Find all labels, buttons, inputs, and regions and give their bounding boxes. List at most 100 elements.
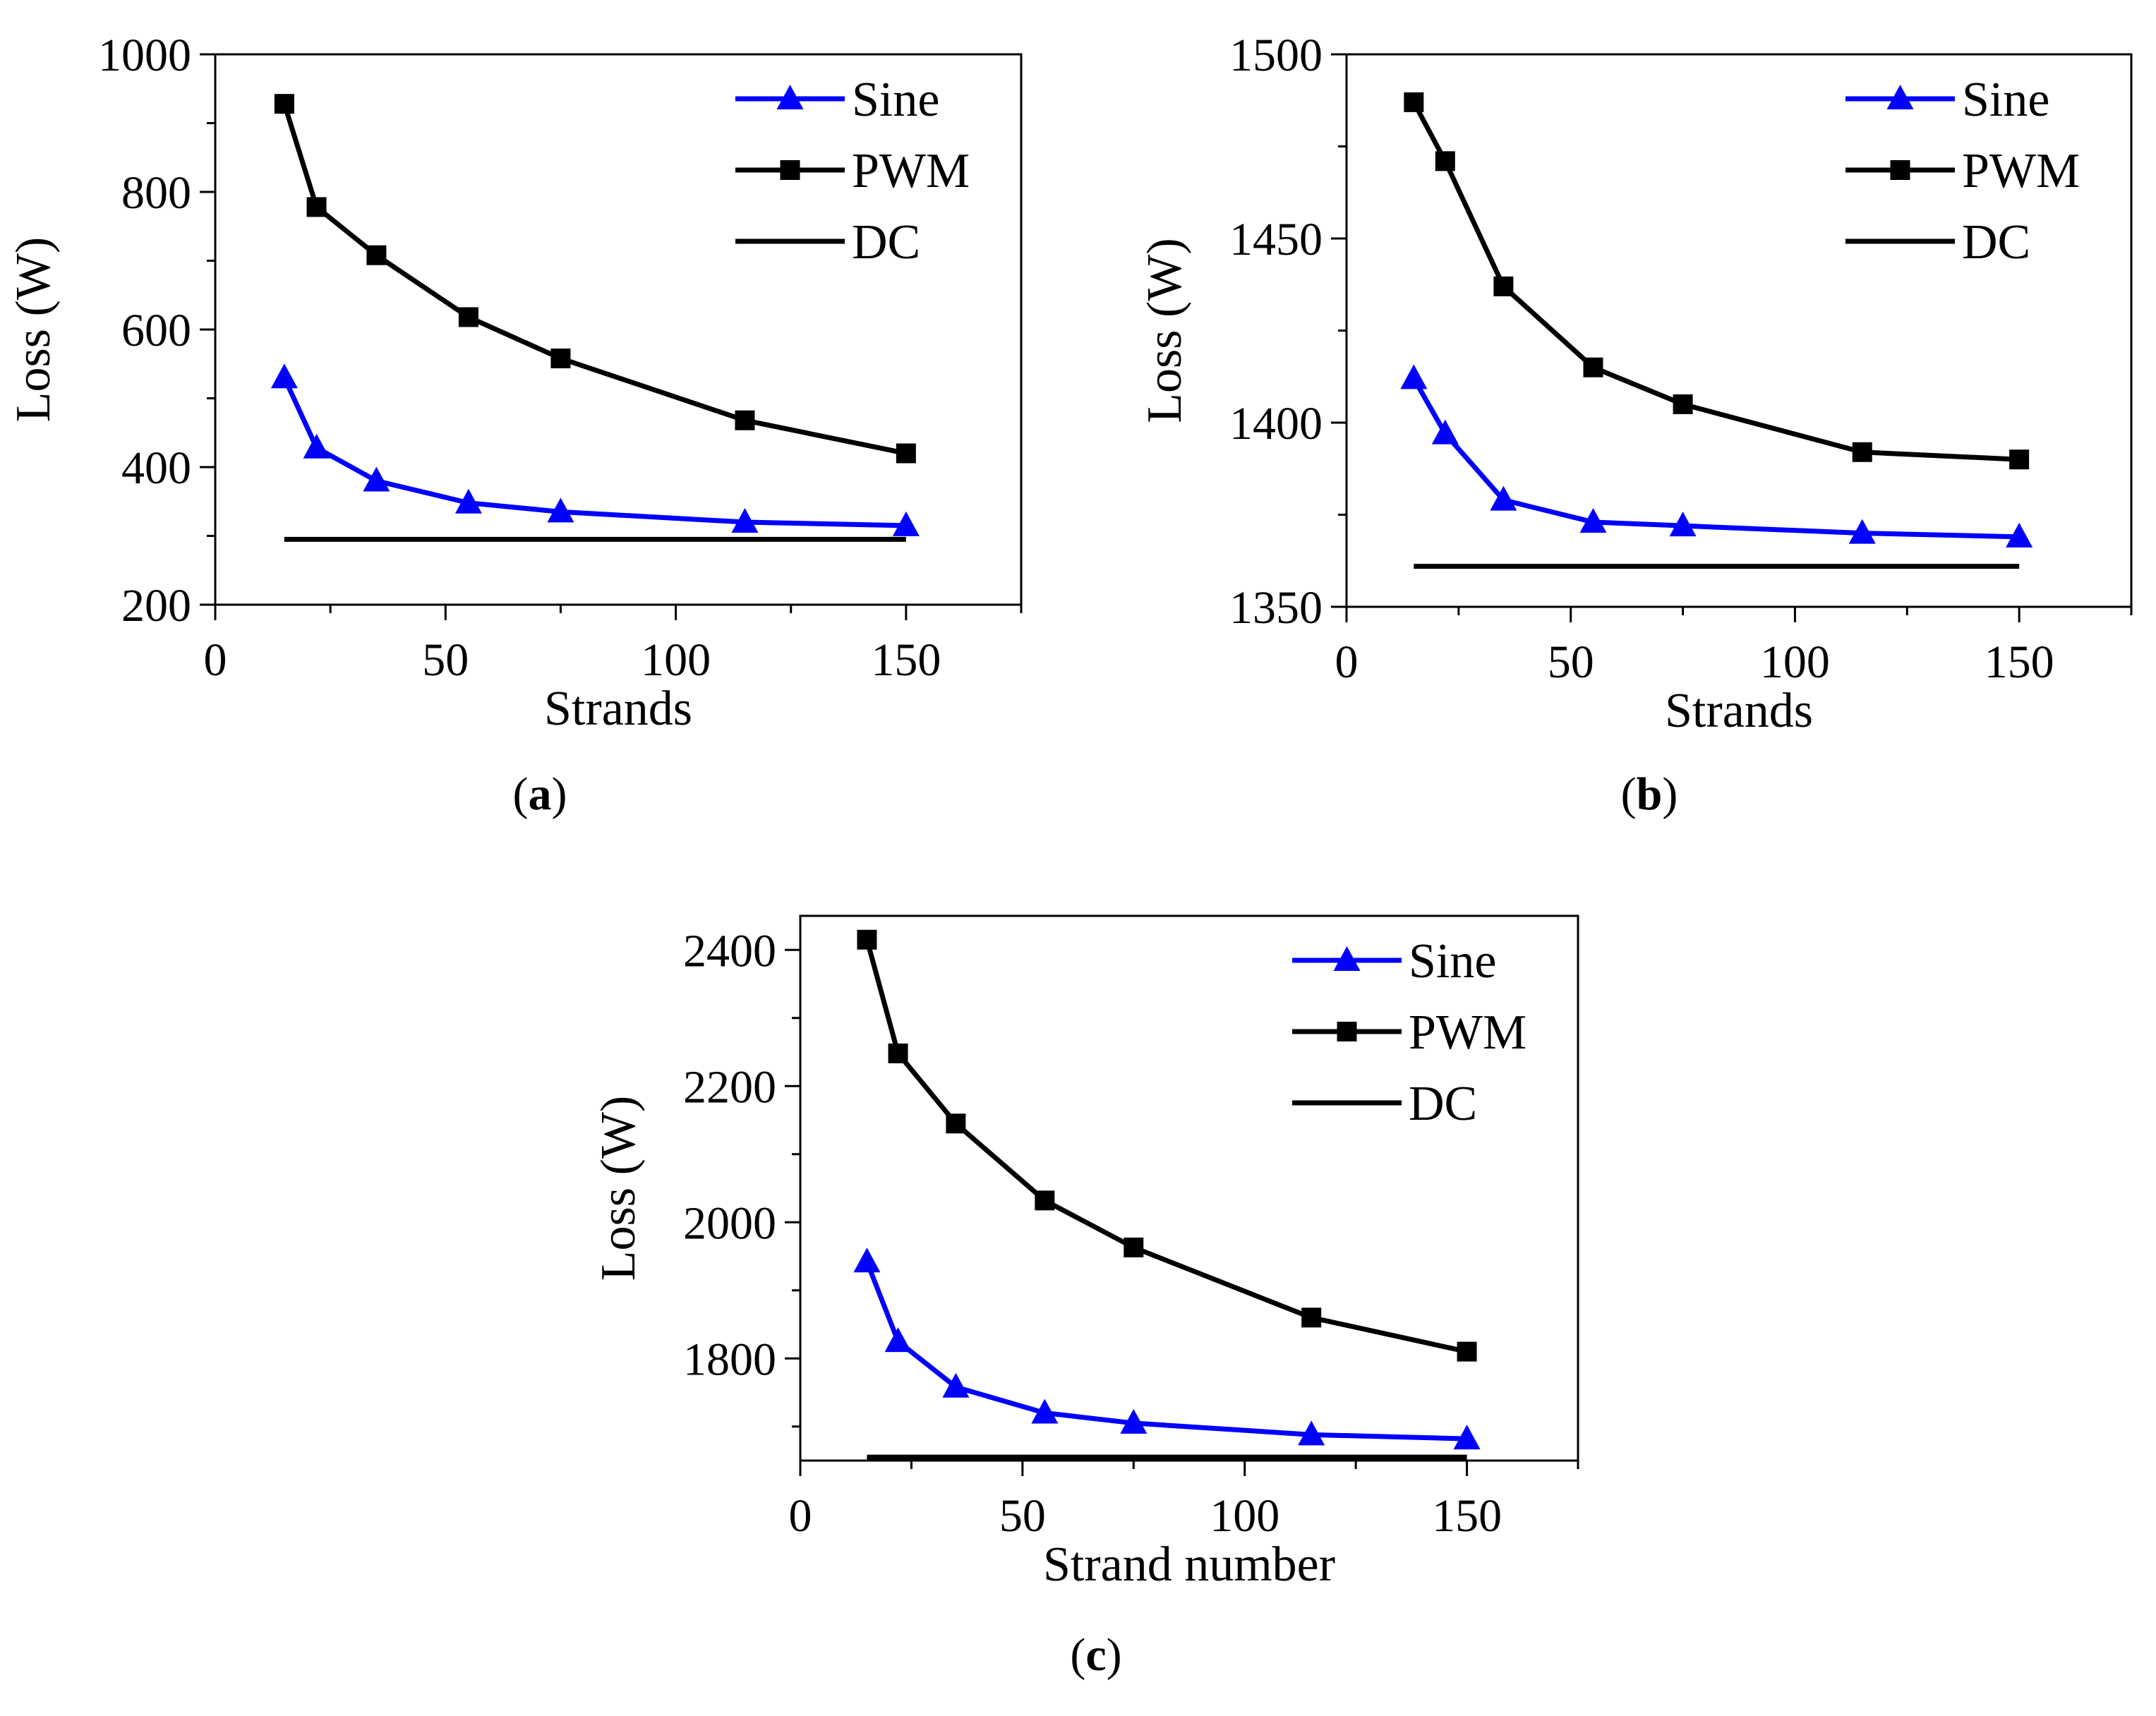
x-tick-label: 150: [1432, 1490, 1502, 1542]
legend-marker-sine: [1333, 946, 1361, 971]
data-point-sine: [454, 488, 482, 514]
data-point-pwm: [1673, 394, 1693, 414]
x-tick-label: 50: [999, 1490, 1046, 1542]
x-tick-label: 0: [789, 1490, 812, 1542]
data-point-pwm: [857, 929, 877, 950]
plot-frame: [799, 914, 1579, 1462]
y-tick-label: 1400: [1229, 398, 1323, 449]
data-point-pwm: [550, 348, 571, 368]
caption-c: (c): [1070, 1629, 1122, 1681]
data-point-sine: [1490, 485, 1517, 511]
y-tick-label: 2200: [683, 1061, 776, 1113]
data-point-pwm: [888, 1043, 908, 1063]
legend-item-dc: DC: [1292, 1077, 1477, 1131]
data-point-sine: [1298, 1420, 1325, 1446]
y-tick-label: 400: [121, 442, 191, 494]
data-point-pwm: [1493, 276, 1514, 296]
data-point-pwm: [1404, 92, 1424, 112]
y-tick-label: 1800: [683, 1334, 776, 1385]
series-line-sine: [282, 376, 906, 528]
data-point-sine: [884, 1327, 912, 1353]
x-tick-label: 100: [1760, 636, 1830, 688]
x-tick-label: 100: [641, 634, 711, 686]
legend: Sine PWM DC: [1845, 73, 2080, 270]
data-point-sine: [892, 511, 920, 536]
y-tick-label: 200: [121, 580, 191, 632]
data-point-pwm: [735, 410, 755, 430]
x-tick-label: 150: [1985, 636, 2054, 688]
x-axis-title: Strands: [544, 682, 692, 736]
data-point-sine: [303, 433, 330, 459]
data-point-pwm: [1124, 1237, 1144, 1257]
x-tick-label: 150: [871, 634, 941, 686]
legend-marker-sine: [776, 85, 804, 109]
data-point-sine: [853, 1247, 881, 1273]
legend-marker-pwm: [780, 160, 800, 180]
data-point-pwm: [1583, 357, 1603, 377]
chart-panel-b: 0 50 100 150 1350 1400 1450 1500 Strands Loss (W)…: [1138, 30, 2133, 738]
legend-item-pwm: PWM: [1845, 144, 2080, 198]
legend: Sine PWM DC: [1292, 934, 1526, 1131]
data-point-pwm: [896, 443, 916, 464]
y-tick-label: 1450: [1229, 214, 1323, 265]
caption-a-letter: a: [528, 768, 552, 820]
series-line-pwm: [865, 938, 1468, 1355]
legend-label-dc: DC: [852, 215, 920, 270]
data-point-pwm: [1035, 1190, 1055, 1211]
data-point-sine: [1579, 507, 1607, 533]
legend-item-dc: DC: [1845, 215, 2030, 270]
legend-label-dc: DC: [1962, 215, 2030, 270]
legend: Sine PWM DC: [735, 73, 970, 270]
data-point-sine: [1031, 1398, 1059, 1424]
data-point-pwm: [1435, 151, 1455, 171]
caption-b: (b): [1620, 768, 1678, 820]
data-point-pwm: [274, 94, 294, 114]
y-tick-label: 2000: [683, 1197, 776, 1249]
data-point-sine: [1120, 1408, 1148, 1434]
chart-panel-c: 0 50 100 150 1800 2000 2200 2400 Strand number Lo…: [591, 914, 1579, 1592]
series-line-sine: [865, 1260, 1467, 1442]
x-axis-title: Strands: [1665, 684, 1813, 738]
chart-panel-a: 0 50 100 150 200 400 600 800 1000 Strands Loss (W)…: [6, 30, 1023, 736]
y-tick-label: 1350: [1229, 582, 1323, 634]
data-point-sine: [1669, 512, 1697, 537]
x-tick-label: 0: [1335, 636, 1359, 688]
legend-label-pwm: PWM: [1409, 1005, 1526, 1060]
plot-frame: [1345, 53, 2133, 608]
data-point-pwm: [1457, 1341, 1477, 1362]
legend-item-sine: Sine: [1845, 73, 2049, 127]
x-axis-title: Strand number: [1043, 1537, 1335, 1592]
data-point-pwm: [458, 307, 478, 327]
y-tick-label: 2400: [683, 925, 776, 977]
y-tick-label: 1500: [1229, 30, 1323, 81]
y-axis-title: Loss (W): [591, 1096, 646, 1281]
data-point-pwm: [306, 197, 327, 217]
legend-label-sine: Sine: [1962, 73, 2049, 127]
y-axis-title: Loss (W): [6, 237, 61, 422]
caption-a: (a): [512, 768, 567, 820]
data-point-pwm: [1301, 1307, 1322, 1328]
x-tick-label: 100: [1210, 1490, 1279, 1542]
data-point-pwm: [1852, 442, 1872, 462]
data-point-sine: [1431, 419, 1459, 445]
series-line-pwm: [282, 103, 907, 456]
x-tick-label: 50: [1548, 636, 1594, 688]
legend-label-pwm: PWM: [852, 144, 970, 198]
data-point-sine: [270, 363, 298, 389]
x-tick-label: 50: [422, 634, 469, 686]
legend-label-sine: Sine: [852, 73, 939, 127]
data-point-pwm: [2009, 449, 2030, 470]
y-tick-label: 800: [121, 167, 191, 219]
data-point-sine: [1400, 364, 1428, 389]
data-point-pwm: [366, 245, 387, 265]
data-point-sine: [1453, 1425, 1481, 1450]
data-point-sine: [363, 466, 390, 492]
data-point-sine: [731, 508, 759, 533]
legend-item-pwm: PWM: [735, 144, 970, 198]
caption-b-letter: b: [1636, 768, 1663, 820]
legend-label-pwm: PWM: [1962, 144, 2080, 198]
legend-item-dc: DC: [735, 215, 920, 270]
caption-c-letter: c: [1085, 1629, 1107, 1681]
